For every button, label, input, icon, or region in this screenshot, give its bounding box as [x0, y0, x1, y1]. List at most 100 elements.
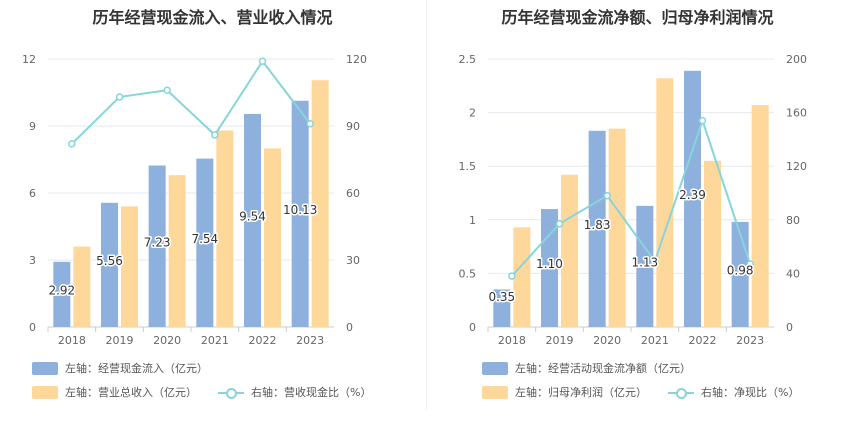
data-label: 2.92	[48, 283, 75, 297]
line-point	[163, 86, 171, 95]
chart-panel-left: 历年经营现金流入、营业收入情况 0 3 6 9 12 0 30 60 90 120 2018 2019…	[22, 8, 371, 400]
x-tick-label: 2023	[736, 334, 764, 345]
data-label: 1.10	[536, 257, 563, 271]
legend-label-line: 右轴：净现比（%）	[701, 386, 800, 399]
legend-swatch-line	[668, 386, 694, 399]
legend-swatch-primary	[482, 361, 508, 375]
legend-label-secondary: 左轴：营业总收入（亿元）	[65, 386, 197, 399]
bar-primary	[148, 165, 166, 327]
y-right-tick-label: 80	[786, 214, 800, 227]
bar-primary	[636, 205, 654, 327]
bar-secondary	[561, 174, 578, 327]
y-left-tick-label: 2	[469, 107, 476, 120]
bar-primary	[196, 158, 214, 327]
data-label: 0.35	[488, 290, 515, 304]
bar-primary	[244, 113, 261, 327]
x-tick-label: 2021	[641, 334, 669, 345]
x-tick-label: 2018	[58, 334, 86, 345]
chart-title-right: 历年经营现金流净额、归母净利润情况	[501, 8, 774, 27]
line-point	[68, 140, 76, 148]
data-label: 7.23	[144, 235, 171, 249]
data-label: 9.54	[239, 209, 266, 223]
bar-secondary	[311, 80, 329, 327]
legend-item-primary[interactable]: 左轴：经营现金流入（亿元）	[32, 360, 208, 376]
bar-secondary	[704, 160, 721, 327]
chart-panel-right: 历年经营现金流净额、归母净利润情况 0 0.5 1 1.5 2 2.5 0 40 80 120 16…	[425, 0, 850, 437]
y-left-tick-label: 6	[29, 187, 36, 200]
y-left-tick-label: 0	[469, 321, 476, 334]
y-right-tick-label: 120	[786, 160, 807, 173]
line-series	[511, 117, 752, 277]
data-label: 1.83	[584, 218, 611, 232]
y-left-tick-label: 12	[22, 53, 36, 66]
x-tick-label: 2020	[593, 334, 621, 345]
legend-item-line[interactable]: 右轴：净现比（%）	[668, 384, 799, 400]
bar-secondary	[751, 105, 769, 327]
bar-primary	[493, 289, 511, 327]
y-left-tick-label: 0	[29, 321, 36, 334]
bar-secondary	[513, 227, 531, 327]
line-point	[746, 260, 754, 268]
legend-swatch-secondary	[32, 385, 58, 399]
bar-secondary	[656, 78, 674, 328]
bar-primary	[291, 100, 309, 327]
y-right-tick-label: 90	[346, 120, 360, 133]
data-label: 2.39	[679, 188, 706, 202]
x-tick-label: 2018	[498, 334, 526, 345]
legend-label-secondary: 左轴：归母净利润（亿元）	[515, 386, 647, 399]
legend-swatch-secondary	[482, 385, 508, 399]
legend-item-secondary[interactable]: 左轴：归母净利润（亿元）	[482, 384, 647, 400]
data-label: 10.13	[283, 203, 317, 217]
x-tick-label: 2019	[106, 334, 134, 345]
line-point	[258, 57, 267, 65]
y-right-tick-label: 40	[786, 267, 800, 280]
legend-label-line: 右轴：营收现金比（%）	[251, 386, 372, 399]
line-point	[211, 131, 219, 139]
x-tick-label: 2022	[249, 334, 277, 345]
data-label: 1.13	[631, 255, 658, 269]
y-right-tick-label: 60	[346, 187, 360, 200]
y-left-tick-label: 9	[29, 120, 36, 133]
line-point	[306, 120, 314, 128]
y-right-tick-label: 0	[346, 321, 353, 334]
x-tick-label: 2023	[296, 334, 324, 345]
y-right-tick-label: 200	[786, 53, 807, 66]
y-left-tick-label: 1	[469, 214, 476, 227]
y-right-tick-label: 160	[786, 107, 807, 120]
y-left-tick-label: 3	[29, 254, 36, 267]
x-tick-label: 2022	[689, 334, 717, 345]
y-right-tick-label: 0	[786, 321, 793, 334]
legend-swatch-primary	[32, 361, 58, 375]
y-right-tick-label: 30	[346, 254, 360, 267]
bar-secondary	[264, 148, 281, 327]
legend-item-line[interactable]: 右轴：营收现金比（%）	[218, 384, 371, 400]
data-label: 5.56	[96, 254, 123, 268]
x-tick-label: 2020	[153, 334, 181, 345]
data-label: 0.98	[727, 263, 754, 277]
line-series	[71, 59, 311, 145]
bar-secondary	[168, 175, 186, 327]
bar-secondary	[216, 130, 234, 327]
panel-divider	[426, 0, 427, 410]
chart-right: 0 0.5 1 1.5 2 2.5 0 40 80 120 160 200 2018 2019 2020 20…	[459, 53, 808, 345]
legend-label-primary: 左轴：经营活动现金流净额（亿元）	[515, 362, 691, 375]
legend-item-primary[interactable]: 左轴：经营活动现金流净额（亿元）	[482, 360, 691, 376]
y-left-tick-label: 1.5	[459, 160, 477, 173]
legend-label-primary: 左轴：经营现金流入（亿元）	[65, 362, 208, 375]
line-point	[651, 257, 659, 266]
line-point	[698, 116, 707, 125]
legend-item-secondary[interactable]: 左轴：营业总收入（亿元）	[32, 384, 197, 400]
chart-title-left: 历年经营现金流入、营业收入情况	[92, 8, 333, 27]
y-left-tick-label: 0.5	[459, 267, 477, 280]
y-left-tick-label: 2.5	[459, 53, 477, 66]
data-label: 7.54	[191, 232, 218, 246]
line-point	[115, 93, 124, 101]
bar-primary	[53, 261, 71, 327]
line-point	[603, 191, 611, 200]
legend-swatch-line	[218, 386, 244, 399]
line-point	[508, 272, 516, 280]
bar-secondary	[121, 206, 138, 327]
x-tick-label: 2019	[546, 334, 574, 345]
bar-secondary	[608, 128, 626, 327]
